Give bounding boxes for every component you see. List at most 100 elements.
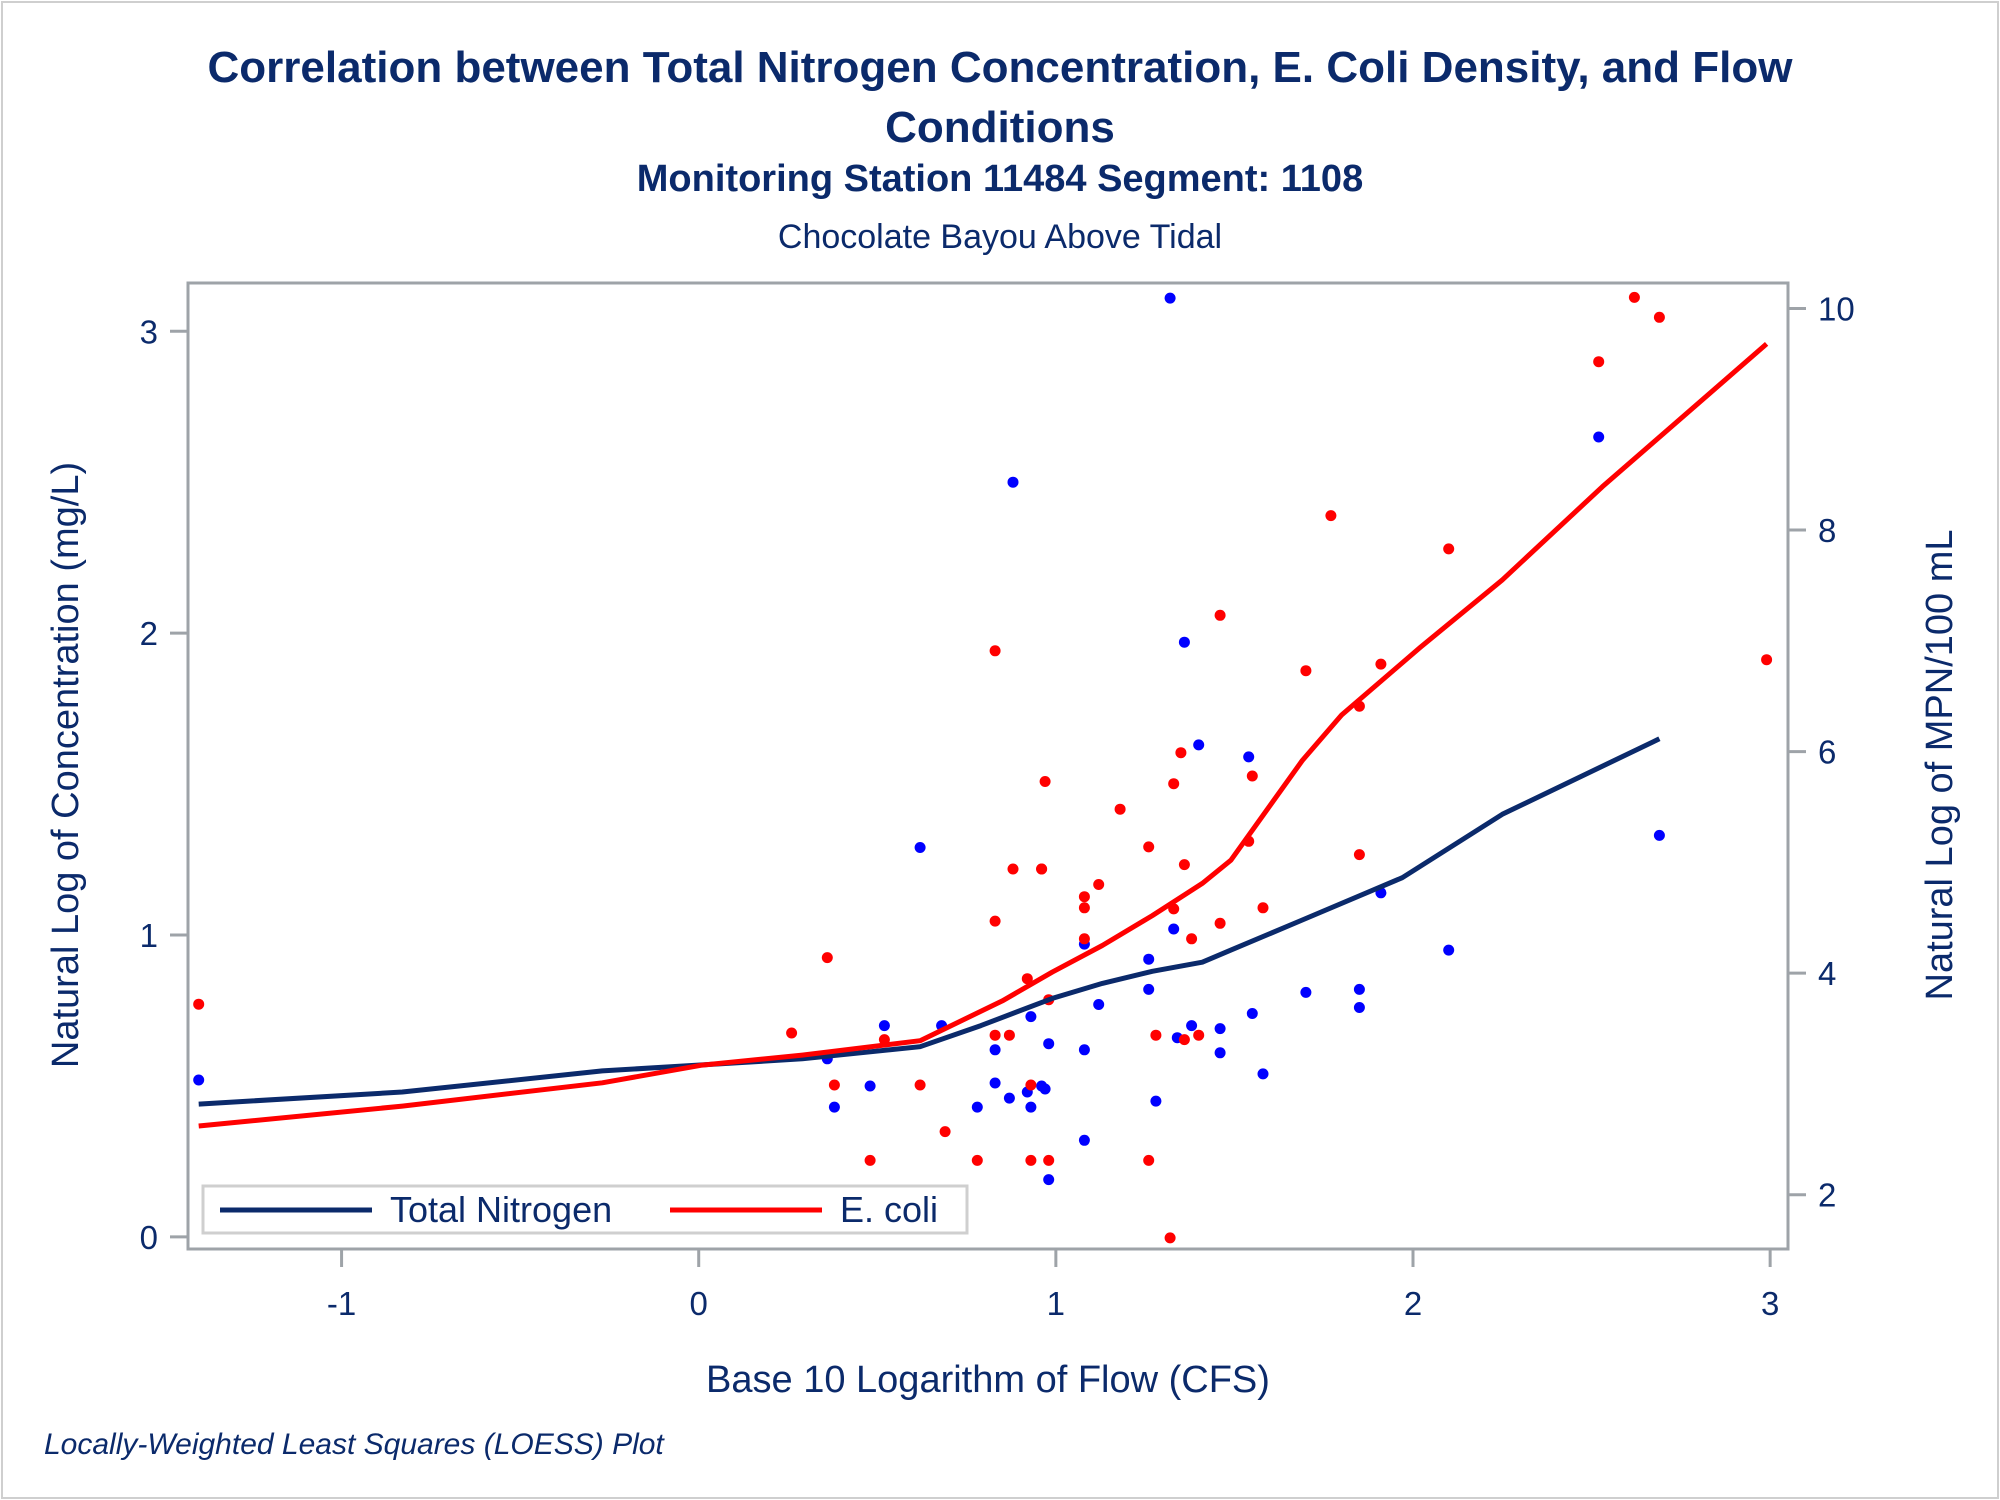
- nitrogen-point: [1443, 944, 1455, 956]
- chart-subtitle-location: Chocolate Bayou Above Tidal: [777, 218, 1223, 256]
- ecoli-point: [864, 1154, 876, 1166]
- ecoli-point: [1593, 356, 1605, 368]
- legend-ecoli-label: E. coli: [840, 1189, 938, 1230]
- y-axis-label-right: Natural Log of MPN/100 mL: [1919, 529, 1961, 1000]
- ecoli-point: [1761, 654, 1773, 666]
- nitrogen-point: [1164, 292, 1176, 304]
- ecoli-point: [1178, 1034, 1190, 1046]
- ecoli-point: [1257, 902, 1269, 914]
- nitrogen-point: [1003, 1092, 1015, 1104]
- chart-title-line2: Conditions: [885, 103, 1115, 152]
- nitrogen-point: [1653, 829, 1665, 841]
- nitrogen-point: [989, 1077, 1001, 1089]
- ecoli-point: [1214, 609, 1226, 621]
- nitrogen-point: [1078, 1044, 1090, 1056]
- y-tick-label-right: 2: [1818, 1177, 1836, 1214]
- ecoli-point: [1150, 1029, 1162, 1041]
- ecoli-point: [1325, 510, 1337, 522]
- nitrogen-point: [1214, 1023, 1226, 1035]
- x-tick-label: -1: [327, 1285, 356, 1322]
- ecoli-point: [786, 1027, 798, 1039]
- y-tick-label-left: 1: [140, 917, 158, 954]
- y-tick-label-right: 8: [1818, 512, 1836, 549]
- ecoli-point: [1653, 311, 1665, 323]
- y-tick-label-left: 2: [140, 615, 158, 652]
- ecoli-point: [1175, 747, 1187, 759]
- ecoli-loess-line: [198, 342, 1769, 1129]
- ecoli-point: [1007, 863, 1019, 875]
- x-axis-label: Base 10 Logarithm of Flow (CFS): [706, 1359, 1270, 1401]
- chart-title-line1: Correlation between Total Nitrogen Conce…: [207, 43, 1793, 92]
- ecoli-point: [989, 915, 1001, 927]
- ecoli-point: [1300, 665, 1312, 677]
- y-tick-label-right: 4: [1818, 955, 1836, 992]
- footnote: Locally-Weighted Least Squares (LOESS) P…: [44, 1428, 664, 1461]
- ecoli-point: [1025, 1079, 1037, 1091]
- ecoli-point: [1021, 973, 1033, 985]
- ecoli-point: [1036, 863, 1048, 875]
- ecoli-point: [914, 1079, 926, 1091]
- ecoli-point: [971, 1154, 983, 1166]
- ecoli-point: [939, 1126, 951, 1138]
- nitrogen-point: [1193, 739, 1205, 751]
- ecoli-point: [1353, 849, 1365, 861]
- ecoli-point: [1178, 859, 1190, 871]
- nitrogen-point: [1178, 636, 1190, 648]
- ecoli-point: [1193, 1029, 1205, 1041]
- x-tick-label: 0: [690, 1285, 708, 1322]
- legend: Total Nitrogen E. coli: [201, 1184, 969, 1235]
- x-tick-label: 3: [1761, 1285, 1779, 1322]
- ecoli-point: [1443, 543, 1455, 555]
- nitrogen-point: [878, 1020, 890, 1032]
- ecoli-point: [1078, 902, 1090, 914]
- ecoli-point: [1003, 1029, 1015, 1041]
- nitrogen-point: [1150, 1095, 1162, 1107]
- y-axis-label-left: Natural Log of Concentration (mg/L): [45, 462, 87, 1068]
- ecoli-point: [193, 998, 205, 1010]
- ecoli-point: [1143, 841, 1155, 853]
- nitrogen-point: [828, 1101, 840, 1113]
- nitrogen-point: [989, 1044, 1001, 1056]
- ecoli-point: [1168, 778, 1180, 790]
- nitrogen-point: [1257, 1068, 1269, 1080]
- nitrogen-point: [1593, 431, 1605, 443]
- ecoli-point: [1078, 933, 1090, 945]
- nitrogen-point: [914, 842, 926, 853]
- ecoli-point: [828, 1079, 840, 1091]
- nitrogen-point: [1025, 1011, 1037, 1023]
- x-tick-label: 1: [1047, 1285, 1065, 1322]
- ecoli-point: [1164, 1232, 1176, 1244]
- nitrogen-point: [1243, 751, 1255, 763]
- nitrogen-point: [1143, 983, 1155, 995]
- nitrogen-point: [193, 1074, 205, 1086]
- ecoli-point: [1214, 917, 1226, 929]
- ecoli-point: [1186, 933, 1198, 945]
- ecoli-point: [1043, 1154, 1055, 1166]
- nitrogen-point: [1353, 983, 1365, 995]
- nitrogen-point: [1025, 1101, 1037, 1113]
- ecoli-point: [1143, 1154, 1155, 1166]
- nitrogen-point: [1043, 1174, 1055, 1186]
- nitrogen-point: [864, 1080, 876, 1092]
- ecoli-point: [1078, 891, 1090, 903]
- plot-border: [186, 281, 1790, 1251]
- nitrogen-point: [1353, 1002, 1365, 1013]
- ecoli-point: [1093, 879, 1105, 890]
- nitrogen-point: [1214, 1047, 1226, 1059]
- ecoli-point: [989, 645, 1001, 657]
- nitrogen-point: [1007, 476, 1019, 488]
- ecoli-point: [1375, 658, 1387, 670]
- legend-nitrogen-label: Total Nitrogen: [390, 1189, 612, 1230]
- nitrogen-point: [1186, 1020, 1198, 1032]
- x-tick-label: 2: [1404, 1285, 1422, 1322]
- nitrogen-point: [1143, 953, 1155, 965]
- nitrogen-point: [1168, 923, 1180, 935]
- chart-title: Correlation between Total Nitrogen Conce…: [0, 38, 2000, 158]
- nitrogen-point: [1093, 999, 1105, 1010]
- chart-subtitle: Monitoring Station 11484 Segment: 1108: [636, 158, 1364, 200]
- nitrogen-point: [1039, 1083, 1051, 1095]
- nitrogen-point: [1300, 986, 1312, 998]
- nitrogen-point: [1078, 1134, 1090, 1146]
